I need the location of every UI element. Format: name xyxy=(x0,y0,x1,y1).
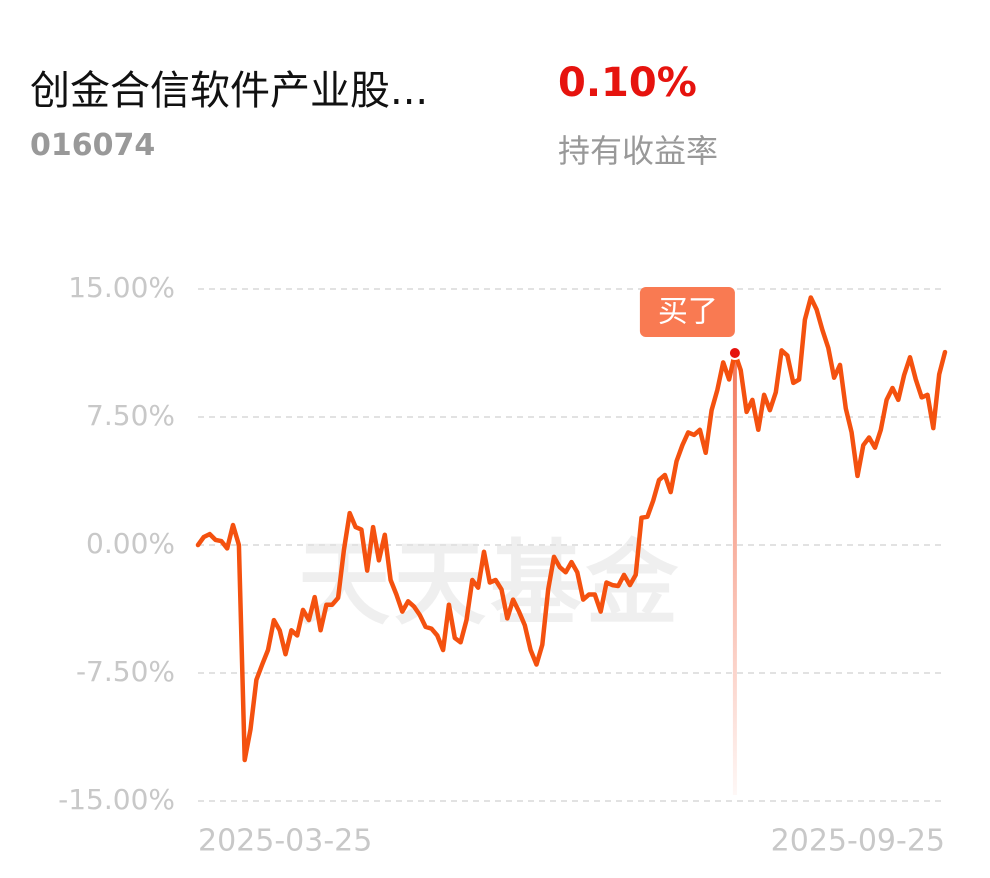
fund-name: 创金合信软件产业股... xyxy=(30,68,429,114)
fund-code: 016074 xyxy=(30,128,156,163)
buy-line xyxy=(732,353,737,795)
y-tick-label: 15.00% xyxy=(68,271,175,304)
y-tick-label: 0.00% xyxy=(86,527,175,560)
buy-label: 买了 xyxy=(658,295,718,330)
x-tick-label: 2025-09-25 xyxy=(771,824,945,859)
buy-badge xyxy=(639,287,735,337)
return-label: 持有收益率 xyxy=(558,132,719,170)
return-value: 0.10% xyxy=(558,60,697,106)
y-tick-label: 7.50% xyxy=(86,399,175,432)
y-tick-label: -15.00% xyxy=(58,783,175,816)
line xyxy=(195,295,948,763)
y-tick-label: -7.50% xyxy=(76,655,175,688)
x-tick-label: 2025-03-25 xyxy=(198,824,372,859)
buy-point xyxy=(727,346,742,360)
